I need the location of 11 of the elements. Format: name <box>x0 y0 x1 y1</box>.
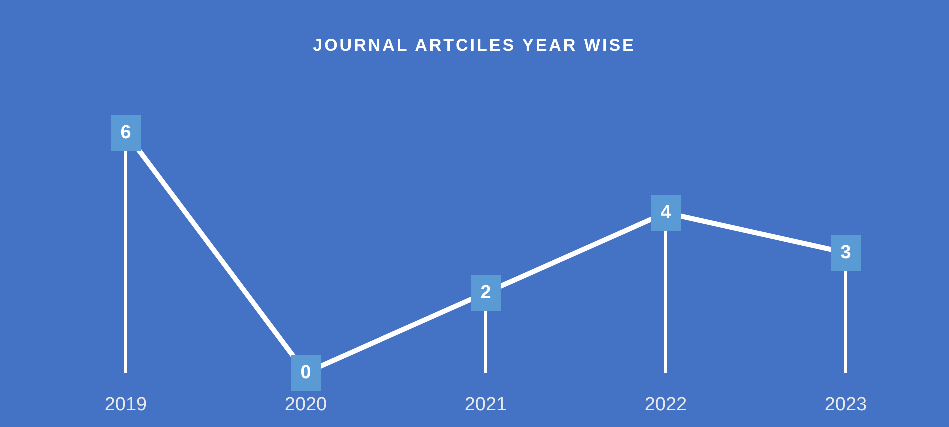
chart-title: JOURNAL ARTCILES YEAR WISE <box>312 36 637 56</box>
x-tick-label: 2021 <box>464 394 508 416</box>
data-label: 2 <box>480 282 492 304</box>
data-label: 6 <box>120 122 132 144</box>
x-tick-label: 2019 <box>104 394 148 416</box>
x-tick-label: 2022 <box>644 394 688 416</box>
data-label: 3 <box>840 242 852 264</box>
x-tick-label: 2023 <box>824 394 868 416</box>
x-tick-label: 2020 <box>284 394 328 416</box>
data-label: 4 <box>660 202 672 224</box>
data-label: 0 <box>300 362 312 384</box>
